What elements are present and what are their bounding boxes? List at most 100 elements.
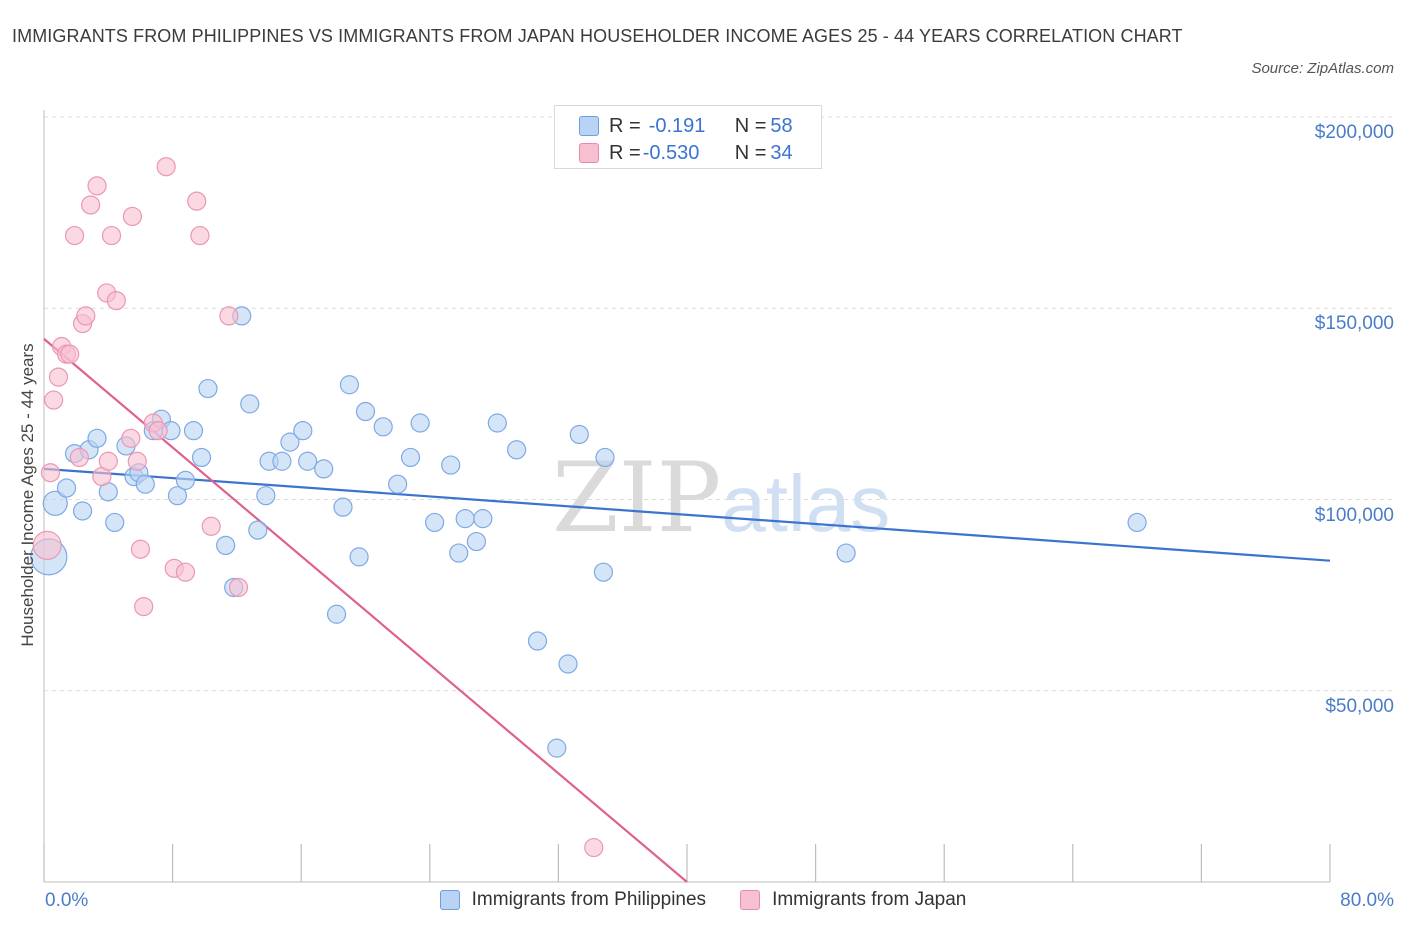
pink-swatch-icon — [579, 143, 599, 163]
n-label: N = — [734, 141, 767, 164]
point-japan — [187, 191, 207, 211]
point-philippines — [441, 455, 461, 475]
point-japan — [76, 306, 96, 326]
point-japan — [175, 562, 196, 582]
legend: Immigrants from Philippines Immigrants f… — [0, 889, 1406, 911]
point-philippines — [466, 531, 487, 552]
point-japan — [130, 539, 151, 559]
point-philippines — [175, 470, 196, 490]
point-japan — [134, 596, 154, 617]
point-japan — [219, 306, 239, 326]
point-philippines — [400, 447, 421, 468]
point-philippines — [216, 535, 236, 556]
r-label: R = — [609, 114, 641, 137]
point-philippines — [256, 486, 276, 506]
legend-item-japan[interactable]: Immigrants from Japan — [740, 889, 966, 911]
point-japan — [40, 463, 61, 483]
point-philippines — [349, 547, 369, 567]
point-philippines — [240, 394, 260, 414]
point-philippines — [56, 478, 77, 498]
legend-item-philippines[interactable]: Immigrants from Philippines — [439, 889, 707, 911]
axes — [43, 110, 1331, 883]
point-philippines — [167, 486, 188, 506]
point-japan — [87, 176, 107, 196]
point-japan — [127, 451, 147, 471]
y-tick-label: $50,000 — [1325, 695, 1394, 717]
point-japan — [64, 225, 85, 246]
y-tick-label: $150,000 — [1314, 313, 1394, 335]
blue-swatch-icon — [579, 116, 599, 136]
point-philippines — [326, 604, 347, 624]
point-japan — [81, 195, 101, 215]
point-japan — [32, 530, 62, 561]
point-philippines — [72, 501, 93, 521]
y-axis-label: Householder Income Ages 25 - 44 years — [18, 343, 37, 647]
point-philippines — [388, 474, 408, 494]
point-japan — [201, 516, 221, 536]
point-japan — [156, 157, 176, 177]
point-japan — [190, 225, 210, 246]
zipatlas-watermark: ZIPatlas — [552, 442, 890, 554]
point-japan — [148, 421, 168, 441]
point-japan — [122, 206, 143, 227]
point-philippines — [1127, 512, 1147, 533]
data-points — [30, 157, 1147, 858]
point-philippines — [527, 631, 548, 651]
point-philippines — [339, 375, 360, 395]
point-japan — [44, 390, 64, 410]
legend-label: Immigrants from Japan — [772, 889, 967, 910]
point-philippines — [280, 432, 300, 452]
point-philippines — [333, 497, 353, 517]
point-japan — [69, 447, 89, 468]
chart-title: IMMIGRANTS FROM PHILIPPINES VS IMMIGRANT… — [12, 26, 1183, 46]
r-value: -0.191 — [648, 114, 706, 137]
point-philippines — [410, 413, 430, 433]
point-philippines — [373, 417, 393, 437]
pink-swatch-icon — [740, 890, 761, 910]
point-japan — [48, 367, 69, 387]
n-value: 34 — [770, 141, 793, 164]
point-philippines — [298, 451, 318, 471]
point-philippines — [183, 421, 204, 441]
point-philippines — [191, 447, 212, 468]
point-japan — [228, 577, 249, 598]
point-philippines — [248, 520, 268, 540]
n-label: N = — [734, 114, 767, 137]
y-tick-label: $200,000 — [1314, 122, 1394, 143]
point-philippines — [355, 401, 376, 422]
stat-row-japan: R = -0.530 N = 34 — [579, 141, 793, 165]
trend-line-philippines — [43, 467, 1331, 562]
trend-lines — [43, 338, 1331, 883]
point-philippines — [87, 428, 107, 448]
watermark-sub: atlas — [721, 459, 891, 548]
point-philippines — [507, 440, 527, 460]
point-japan — [121, 428, 141, 448]
point-japan — [60, 344, 80, 364]
point-philippines — [425, 512, 445, 533]
point-philippines — [487, 413, 507, 433]
point-japan — [101, 225, 122, 246]
point-philippines — [449, 543, 469, 563]
point-japan — [98, 451, 118, 471]
point-philippines — [135, 474, 155, 494]
point-philippines — [272, 451, 292, 471]
x-tick-label-min: 0.0% — [45, 890, 89, 911]
point-philippines — [836, 543, 856, 563]
blue-swatch-icon — [439, 890, 460, 910]
point-philippines — [473, 509, 493, 529]
point-philippines — [42, 490, 68, 516]
r-label: R = — [609, 141, 641, 164]
correlation-stats-box: R = -0.191 N = 58 R = -0.530 N = 34 — [554, 105, 822, 169]
point-philippines — [558, 654, 578, 674]
point-philippines — [314, 459, 334, 479]
source-label: Source: ZipAtlas.com — [1251, 60, 1394, 77]
legend-label: Immigrants from Philippines — [471, 889, 707, 910]
point-philippines — [293, 421, 313, 441]
point-philippines — [105, 512, 125, 533]
point-philippines — [198, 378, 218, 399]
point-japan — [584, 837, 604, 858]
point-philippines — [569, 424, 589, 445]
stat-row-philippines: R = -0.191 N = 58 — [579, 114, 793, 138]
point-philippines — [593, 562, 614, 582]
